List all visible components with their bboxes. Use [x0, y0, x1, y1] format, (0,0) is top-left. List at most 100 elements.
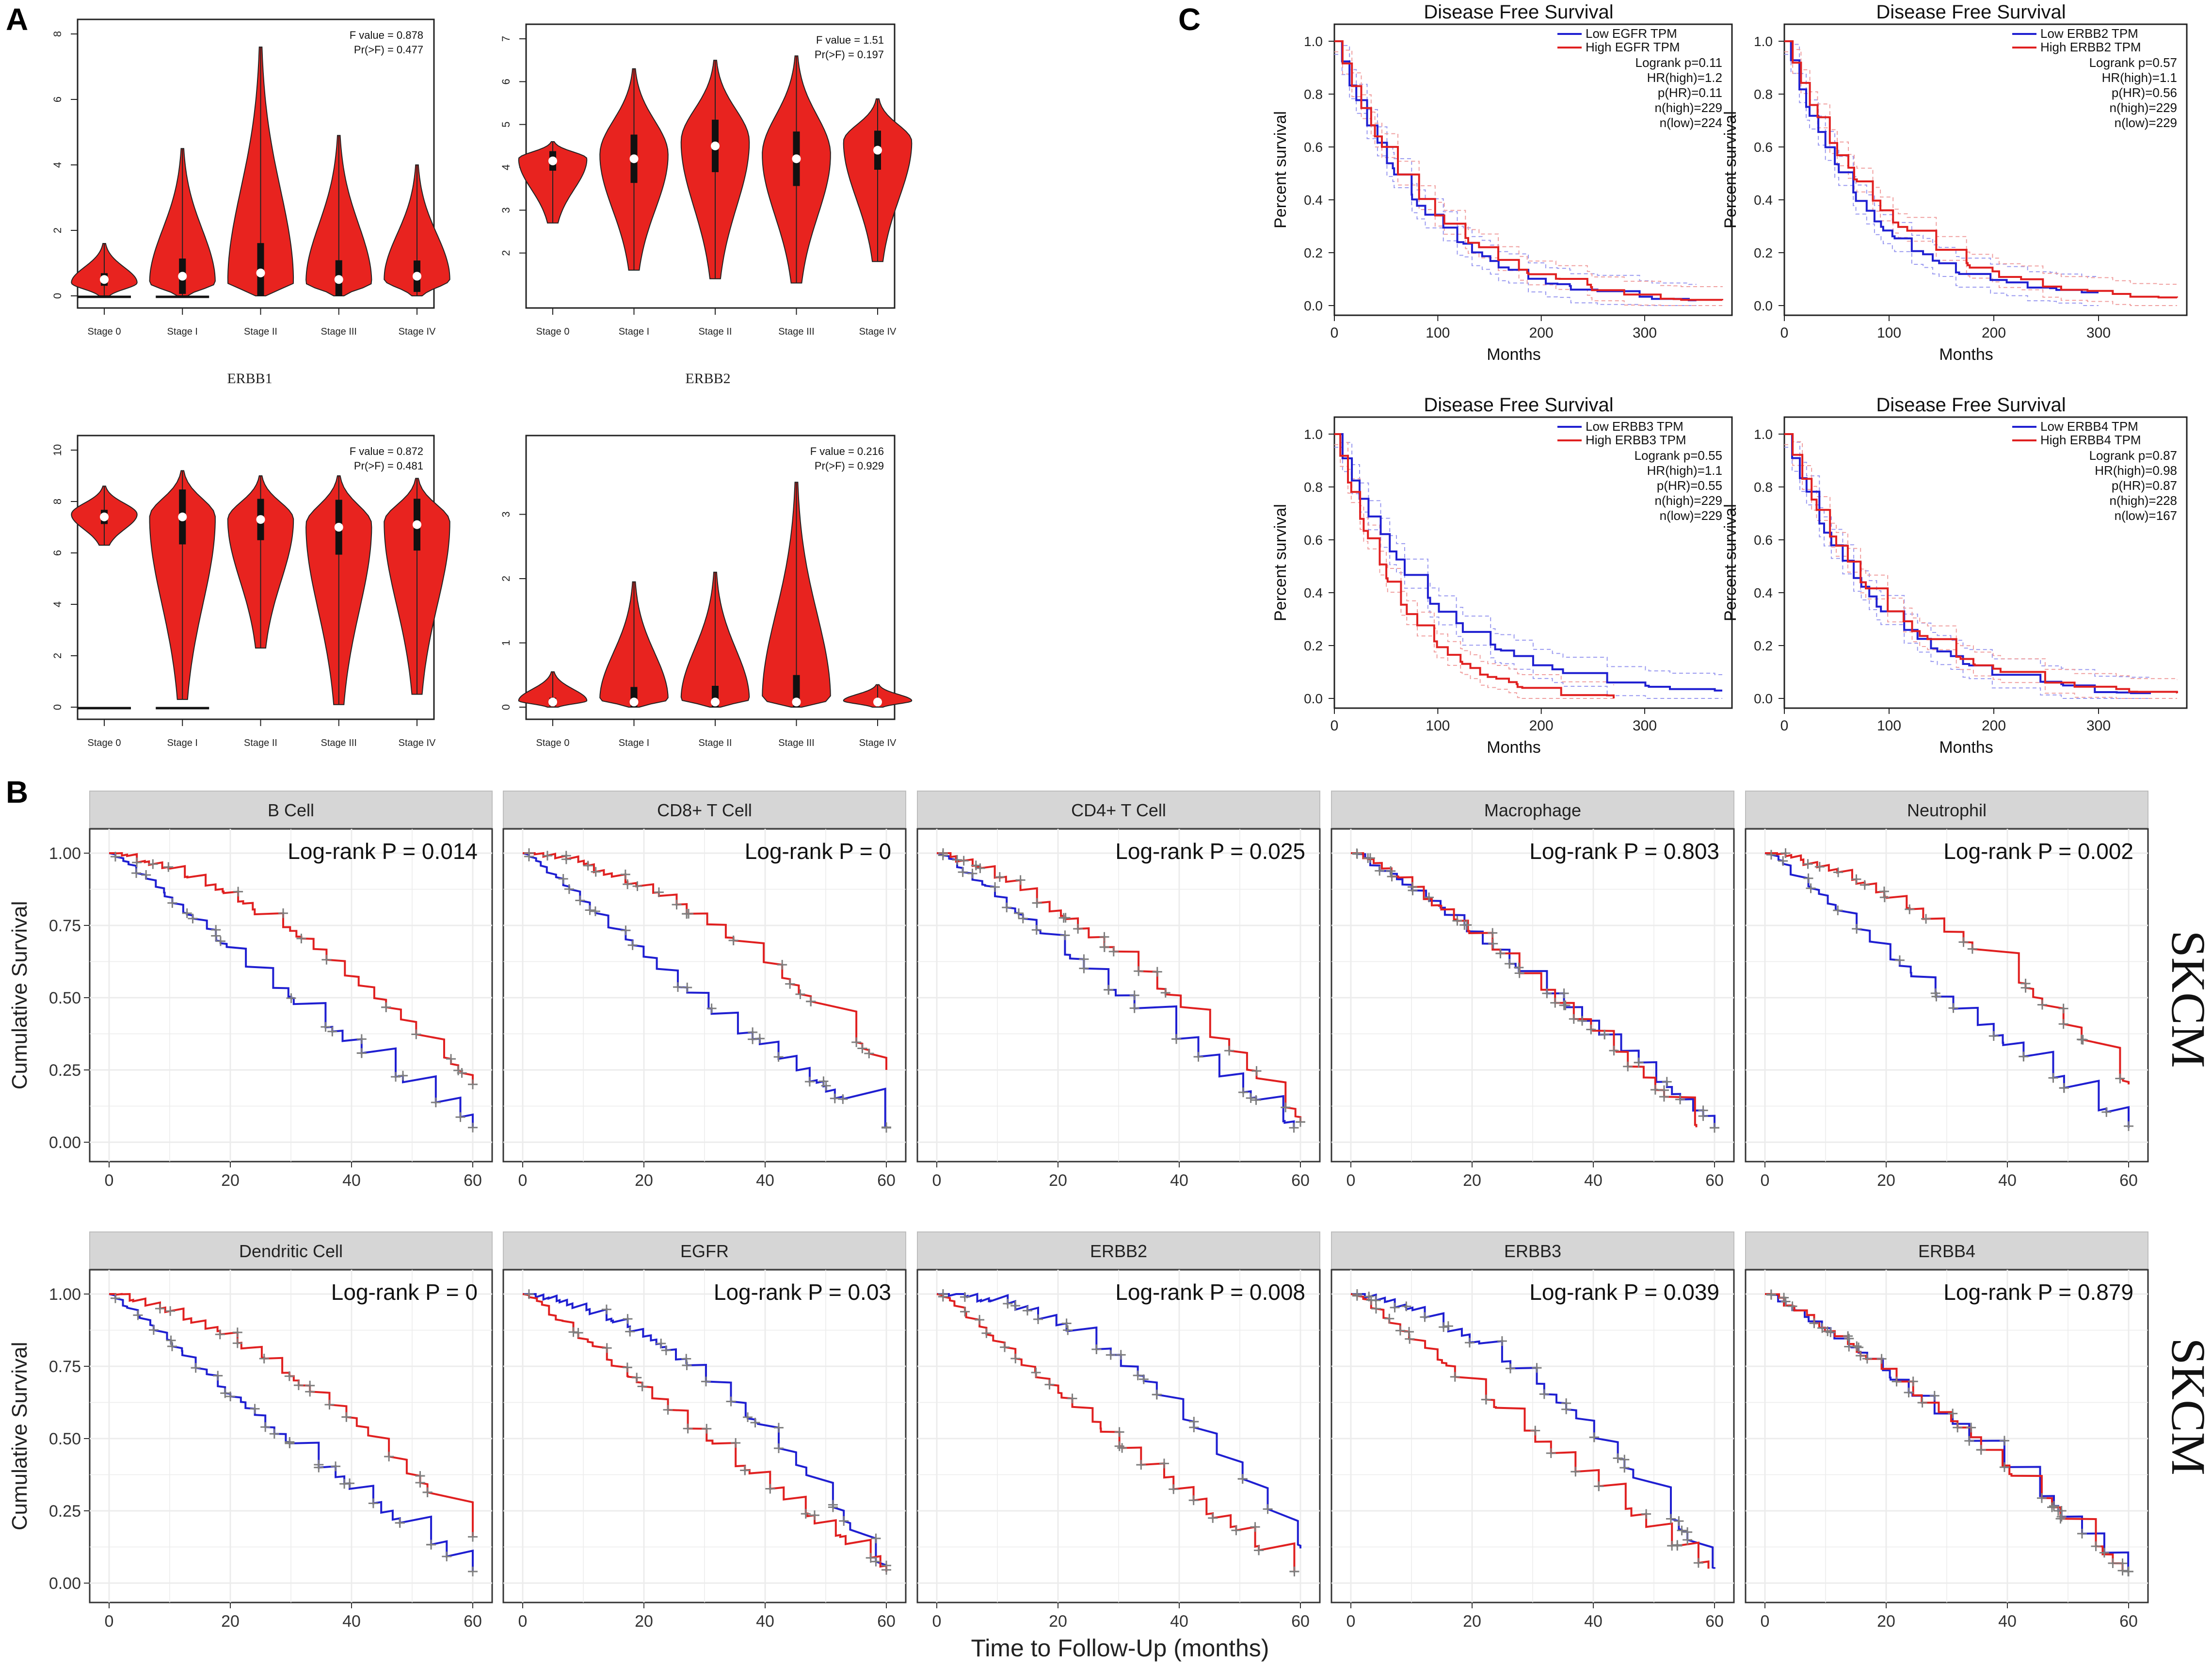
x-tick-label: 20 — [1463, 1171, 1481, 1190]
censor-mark — [1189, 1422, 1199, 1432]
censor-mark — [1254, 1545, 1264, 1555]
censor-mark — [1296, 1117, 1305, 1127]
censor-mark — [1152, 1390, 1162, 1400]
censor-mark — [1921, 914, 1931, 924]
survival-curve-high — [522, 1293, 887, 1572]
censor-mark — [1787, 1301, 1797, 1311]
censor-mark — [1814, 862, 1825, 872]
median-dot — [711, 141, 720, 150]
y-tick-label: 0.0 — [1754, 298, 1773, 313]
censor-mark — [1159, 1458, 1169, 1469]
f-value: F value = 0.216 — [810, 445, 884, 457]
censor-mark — [1067, 1393, 1077, 1404]
censor-mark — [1859, 880, 1870, 890]
censor-mark — [568, 1327, 578, 1337]
y-tick-label: 0.6 — [1754, 533, 1773, 548]
censor-mark — [2058, 1019, 2068, 1029]
x-tick-label: Stage I — [167, 738, 198, 748]
censor-mark — [882, 1123, 891, 1133]
censor-mark — [384, 1452, 394, 1462]
censor-mark — [1546, 1448, 1556, 1458]
panel-c: Disease Free Survival 0 100 200 300 0.0 0.2 0.4… — [1271, 1, 2188, 757]
censor-mark — [293, 1380, 304, 1391]
censor-mark — [1387, 872, 1397, 882]
censor-mark — [2108, 1558, 2118, 1569]
x-tick-label: 100 — [1877, 325, 1901, 341]
y-tick-label: 0.2 — [1304, 245, 1323, 260]
censor-mark — [1129, 990, 1139, 1001]
censor-mark — [838, 1094, 848, 1104]
y-tick-label: 3 — [500, 511, 512, 517]
censor-mark — [1152, 967, 1162, 977]
censor-mark — [1613, 1453, 1623, 1463]
median-dot — [413, 520, 421, 529]
censor-mark — [1766, 850, 1776, 860]
censor-mark — [1061, 1318, 1072, 1328]
censor-mark — [1817, 1323, 1827, 1333]
censor-mark — [590, 906, 600, 916]
censor-mark — [623, 1314, 633, 1324]
censor-mark — [1031, 925, 1042, 935]
x-tick-label: 0 — [518, 1171, 528, 1190]
median-dot — [792, 697, 801, 707]
censor-mark — [1405, 1334, 1415, 1344]
log-rank-p: Log-rank P = 0.879 — [1943, 1279, 2133, 1305]
x-tick-label: 0 — [1780, 325, 1789, 341]
censor-mark — [960, 1307, 970, 1317]
censor-mark — [994, 872, 1005, 882]
censor-mark — [2124, 1567, 2133, 1577]
strip-header — [1331, 791, 1734, 828]
censor-mark — [656, 1339, 666, 1349]
censor-mark — [133, 1310, 143, 1320]
censor-mark — [1116, 1350, 1126, 1360]
censor-mark — [839, 1516, 849, 1526]
median-dot — [100, 512, 109, 521]
censor-mark — [828, 1502, 838, 1512]
censor-mark — [250, 1404, 260, 1414]
y-tick-label: 1.00 — [49, 844, 81, 863]
y-tick-label: 0.00 — [49, 1574, 81, 1593]
median-dot — [413, 272, 421, 281]
x-tick-label: Stage II — [699, 326, 732, 337]
censor-mark — [1117, 1443, 1127, 1453]
x-axis-label: Months — [1487, 345, 1541, 364]
dfs-plot-3: Disease Free Survival 0 100 200 300 0.0 0.2 0.4… — [1271, 394, 1733, 757]
censor-mark — [1108, 946, 1119, 956]
censor-mark — [1462, 920, 1472, 930]
x-tick-label: 0 — [1761, 1171, 1770, 1190]
x-tick-label: Stage III — [321, 326, 357, 337]
x-tick-label: 0 — [932, 1171, 942, 1190]
p-value: Pr(>F) = 0.481 — [354, 460, 423, 472]
x-tick-label: 200 — [1982, 325, 2006, 341]
censor-mark — [1015, 875, 1026, 885]
censor-mark — [583, 860, 593, 871]
censor-mark — [1550, 998, 1560, 1008]
x-tick-label: 60 — [2119, 1171, 2138, 1190]
y-tick-label: 0.25 — [49, 1061, 81, 1080]
censor-mark — [672, 900, 682, 910]
censor-mark — [2077, 1529, 2087, 1538]
censor-mark — [623, 879, 633, 890]
censor-mark — [1779, 1293, 1789, 1303]
censor-mark — [975, 863, 985, 874]
censor-mark — [1833, 905, 1843, 915]
censor-mark — [1495, 948, 1506, 958]
panel-label-b: B — [6, 775, 28, 809]
dfs-plot-2: Disease Free Survival 0 100 200 300 0.0 0.2 0.4… — [1721, 1, 2188, 364]
y-tick-label: 0 — [51, 704, 64, 710]
median-dot — [178, 512, 187, 521]
censor-mark — [2037, 1000, 2047, 1010]
censor-mark — [871, 1556, 881, 1567]
x-tick-label: 0 — [105, 1612, 114, 1631]
median-dot — [334, 275, 343, 284]
censor-mark — [821, 1081, 831, 1091]
y-tick-label: 1.0 — [1754, 427, 1773, 442]
y-tick-label: 0.2 — [1304, 638, 1323, 653]
censor-mark — [1073, 924, 1083, 934]
ci-upper-high — [1784, 434, 2178, 680]
x-tick-label: Stage II — [244, 326, 277, 337]
censor-mark — [1589, 1432, 1599, 1442]
median-dot — [873, 697, 882, 707]
censor-mark — [1390, 1302, 1400, 1312]
censor-mark — [882, 1565, 891, 1575]
